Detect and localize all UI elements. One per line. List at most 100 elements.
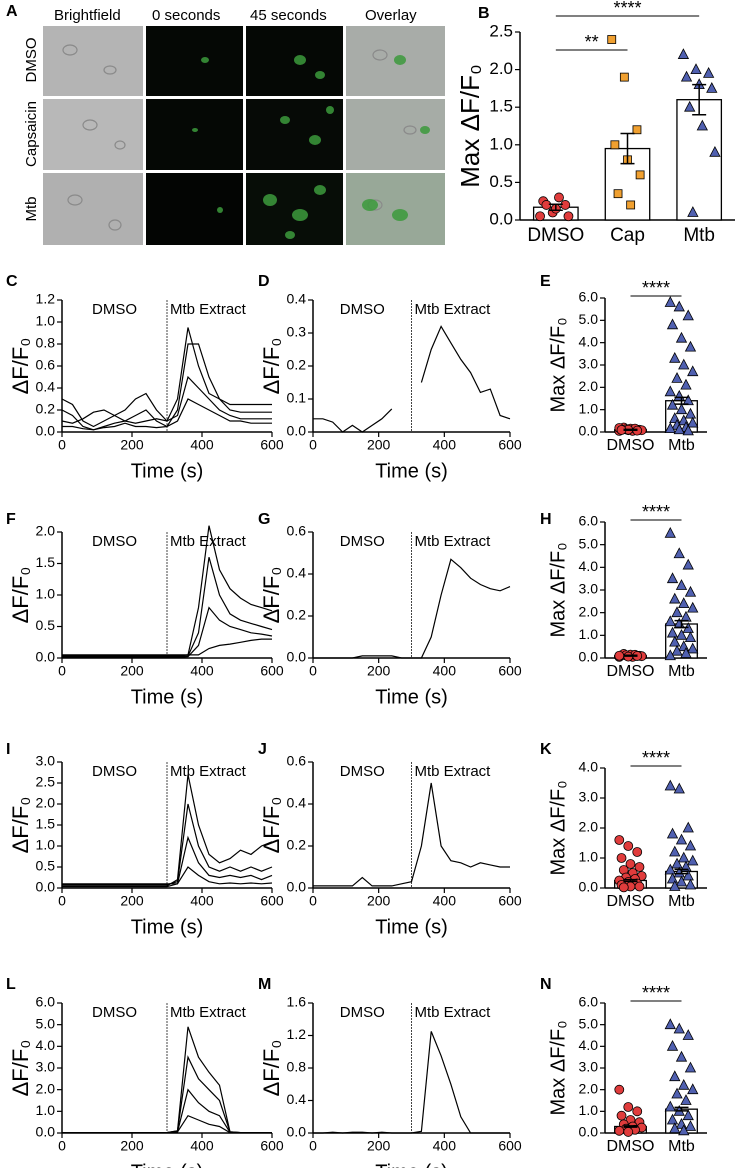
x-tick-label: 600 — [260, 1138, 284, 1154]
data-point — [678, 358, 690, 370]
y-tick-label: 0.0 — [287, 1124, 307, 1140]
y-tick-label: 2.0 — [489, 59, 513, 78]
y-tick-label: 0.4 — [287, 1091, 307, 1107]
data-point — [675, 579, 688, 590]
data-point — [554, 192, 564, 203]
x-tick-label: 600 — [498, 437, 522, 453]
data-point — [675, 403, 688, 415]
y-tick-label: 0.4 — [287, 291, 307, 307]
annotation: Mtb Extract — [415, 533, 492, 550]
data-point — [635, 170, 645, 180]
x-tick-label: 600 — [498, 663, 522, 679]
panel-label: D — [258, 273, 270, 290]
x-tick-label: 0 — [58, 1138, 66, 1154]
data-point — [632, 847, 643, 857]
y-tick-label: 1.0 — [36, 837, 56, 853]
y-tick-label: 0.5 — [489, 172, 513, 191]
y-tick-label: 3.0 — [36, 1059, 56, 1075]
panel-label: C — [6, 273, 18, 290]
data-point — [613, 189, 623, 199]
significance-label: ** — [585, 32, 599, 52]
row-header: Capsaicin — [23, 101, 40, 167]
data-point — [664, 422, 676, 434]
y-tick-label: 0.8 — [287, 1059, 307, 1075]
data-point — [623, 841, 634, 851]
x-tick-label: 0 — [309, 663, 317, 679]
data-point — [619, 72, 629, 82]
data-point — [664, 526, 676, 538]
x-tick-label: 0 — [309, 1138, 317, 1154]
bar — [676, 99, 723, 221]
y-tick-label: 5.0 — [579, 535, 599, 551]
x-axis-label: Time (s) — [131, 686, 204, 708]
data-point — [682, 869, 694, 881]
data-point — [614, 1084, 625, 1095]
significance-label: **** — [642, 983, 670, 1003]
panel-label: B — [478, 5, 490, 22]
annotation: Mtb Extract — [170, 1004, 247, 1021]
data-point — [678, 1124, 690, 1136]
y-tick-label: 0.4 — [287, 795, 307, 811]
x-tick-label: 400 — [190, 893, 214, 909]
x-tick-label: DMSO — [607, 1138, 655, 1155]
y-tick-label: 1.0 — [579, 400, 599, 416]
trace — [313, 1031, 510, 1134]
x-axis-label: Time (s) — [131, 460, 204, 482]
data-point — [614, 1125, 625, 1136]
data-point — [682, 821, 694, 833]
x-tick-label: 0 — [58, 893, 66, 909]
data-point — [626, 200, 636, 210]
data-point — [675, 331, 688, 343]
x-axis-label: Time (s) — [375, 1161, 448, 1168]
error-bar — [674, 396, 689, 405]
x-tick-label: 0 — [309, 437, 317, 453]
x-tick-label: 400 — [433, 437, 457, 453]
data-point — [535, 211, 545, 222]
data-point — [677, 48, 690, 59]
panel-label: F — [6, 511, 16, 528]
data-point — [687, 206, 699, 217]
y-tick-label: 4.0 — [36, 1037, 56, 1053]
x-tick-label: 0 — [58, 437, 66, 453]
data-point — [709, 145, 721, 157]
y-tick-label: 1.0 — [36, 586, 56, 602]
y-tick-label: 2.0 — [36, 1080, 56, 1096]
x-axis-label: Time (s) — [131, 916, 204, 938]
y-axis-label: Max ΔF/F₀ — [455, 64, 485, 188]
data-point — [666, 626, 679, 638]
x-tick-label: 200 — [120, 893, 144, 909]
data-point — [673, 300, 685, 312]
data-point — [623, 1102, 634, 1112]
y-tick-label: 0.4 — [36, 379, 56, 395]
panel-label: N — [540, 976, 552, 993]
x-tick-label: Cap — [610, 225, 645, 246]
data-point — [682, 309, 694, 321]
y-tick-label: 2.0 — [579, 378, 599, 394]
annotation: DMSO — [92, 301, 137, 318]
x-tick-label: 600 — [498, 893, 522, 909]
trace — [313, 325, 511, 433]
y-tick-label: 1.6 — [287, 994, 307, 1010]
data-point — [616, 1110, 627, 1121]
data-point — [616, 853, 627, 863]
data-point — [666, 318, 679, 330]
annotation: Mtb Extract — [170, 763, 247, 780]
y-tick-label: 0.5 — [36, 858, 56, 874]
y-tick-label: 0.6 — [287, 753, 307, 769]
error-bar — [674, 868, 689, 875]
x-tick-label: 400 — [190, 1138, 214, 1154]
x-tick-label: Mtb — [683, 225, 715, 246]
data-point — [687, 642, 699, 654]
data-point — [678, 851, 690, 863]
panel-label: L — [6, 976, 16, 993]
data-point — [702, 67, 715, 78]
panel-label: M — [258, 976, 271, 993]
data-point — [687, 365, 699, 377]
data-point — [664, 296, 676, 307]
data-point — [684, 878, 697, 890]
y-tick-label: 3.0 — [579, 789, 599, 805]
x-tick-label: 0 — [309, 893, 317, 909]
data-point — [687, 854, 699, 866]
y-tick-label: 0.0 — [579, 879, 599, 895]
data-point — [675, 833, 688, 845]
